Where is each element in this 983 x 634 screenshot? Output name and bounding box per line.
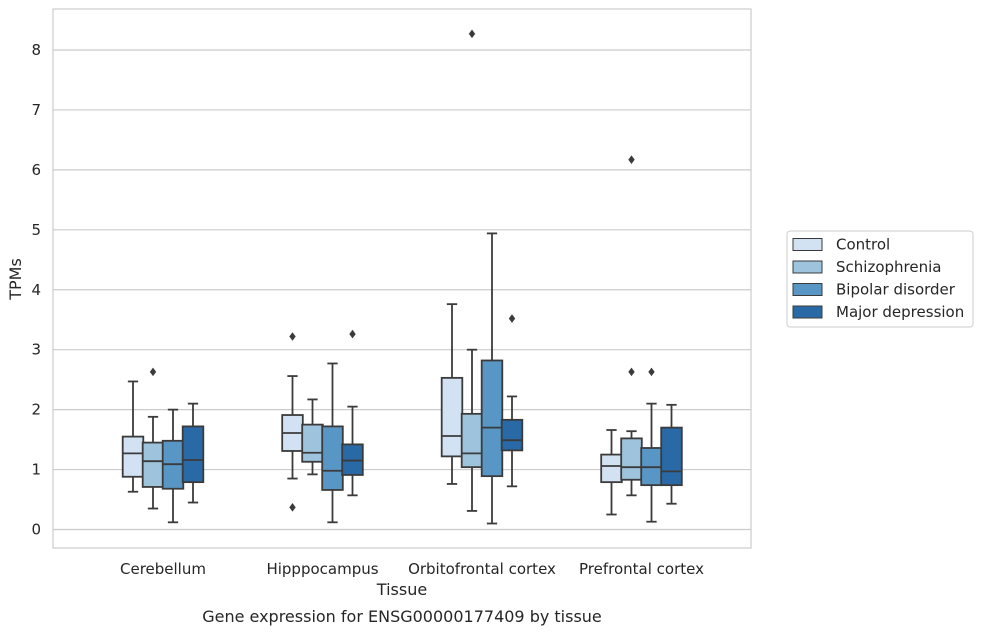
box-iqr bbox=[480, 359, 504, 478]
legend-frame bbox=[786, 230, 974, 328]
x-tick-labels: Cerebellum Hipppocampus Orbitofrontal cort… bbox=[120, 560, 704, 578]
box-control bbox=[440, 303, 464, 485]
y-tick-label: 7 bbox=[31, 101, 41, 119]
outlier-point bbox=[289, 503, 296, 512]
legend-label: Control bbox=[836, 236, 890, 254]
box-iqr bbox=[440, 376, 464, 458]
legend-label: Schizophrenia bbox=[836, 258, 941, 276]
x-tick-label: Cerebellum bbox=[120, 560, 206, 578]
plot-frame bbox=[52, 8, 752, 549]
box-major-depression bbox=[500, 314, 524, 488]
box-iqr bbox=[181, 425, 205, 484]
box-schizophrenia bbox=[141, 367, 165, 510]
outlier-point bbox=[628, 367, 635, 377]
legend-label: Bipolar disorder bbox=[836, 281, 956, 299]
y-tick-label: 1 bbox=[31, 461, 41, 479]
box-iqr bbox=[141, 441, 165, 488]
x-tick-label: Prefrontal cortex bbox=[579, 560, 704, 578]
legend-swatch bbox=[792, 305, 823, 319]
legend: Control Schizophrenia Bipolar disorder Majo… bbox=[786, 230, 974, 328]
y-tick-label: 4 bbox=[31, 281, 41, 299]
box-iqr bbox=[301, 423, 324, 463]
chart-caption: Gene expression for ENSG00000177409 by t… bbox=[202, 607, 602, 626]
outlier-point bbox=[149, 367, 157, 377]
y-tick-label: 0 bbox=[31, 521, 41, 539]
box-iqr bbox=[500, 418, 524, 452]
y-tick-labels: 0 1 2 3 4 5 6 7 8 bbox=[31, 41, 41, 539]
box-bipolar-disorder bbox=[480, 232, 504, 525]
x-tick-label: Orbitofrontal cortex bbox=[408, 560, 556, 578]
y-tick-label: 8 bbox=[31, 41, 41, 59]
box-iqr bbox=[660, 426, 683, 487]
box-iqr bbox=[620, 437, 643, 481]
legend-swatch bbox=[792, 238, 823, 251]
box-iqr bbox=[121, 435, 145, 478]
box-bipolar-disorder bbox=[161, 408, 185, 524]
outlier-point bbox=[468, 29, 476, 39]
x-tick-label: Hipppocampus bbox=[266, 560, 378, 578]
box-schizophrenia bbox=[460, 29, 484, 512]
y-axis-title: TPMs bbox=[6, 258, 25, 301]
box-iqr bbox=[600, 453, 623, 484]
outlier-point bbox=[349, 329, 356, 339]
outlier-point bbox=[508, 314, 516, 323]
outlier-point bbox=[648, 367, 655, 377]
x-axis-title: Tissue bbox=[376, 580, 427, 599]
box-major-depression bbox=[341, 329, 364, 497]
legend-label: Major depression bbox=[836, 303, 964, 321]
box-bipolar-disorder bbox=[321, 362, 344, 524]
y-tick-label: 2 bbox=[31, 401, 41, 419]
y-tick-label: 3 bbox=[31, 341, 41, 359]
box-iqr bbox=[321, 425, 344, 491]
outlier-point bbox=[628, 155, 635, 164]
box-iqr bbox=[460, 412, 484, 469]
box-groups bbox=[121, 29, 683, 525]
y-tick-label: 6 bbox=[31, 161, 41, 179]
y-tick-label: 5 bbox=[31, 221, 41, 239]
legend-swatch bbox=[792, 260, 823, 274]
box-major-depression bbox=[660, 403, 683, 505]
box-major-depression bbox=[181, 402, 205, 504]
outlier-point bbox=[289, 332, 296, 341]
legend-swatch bbox=[792, 283, 823, 296]
